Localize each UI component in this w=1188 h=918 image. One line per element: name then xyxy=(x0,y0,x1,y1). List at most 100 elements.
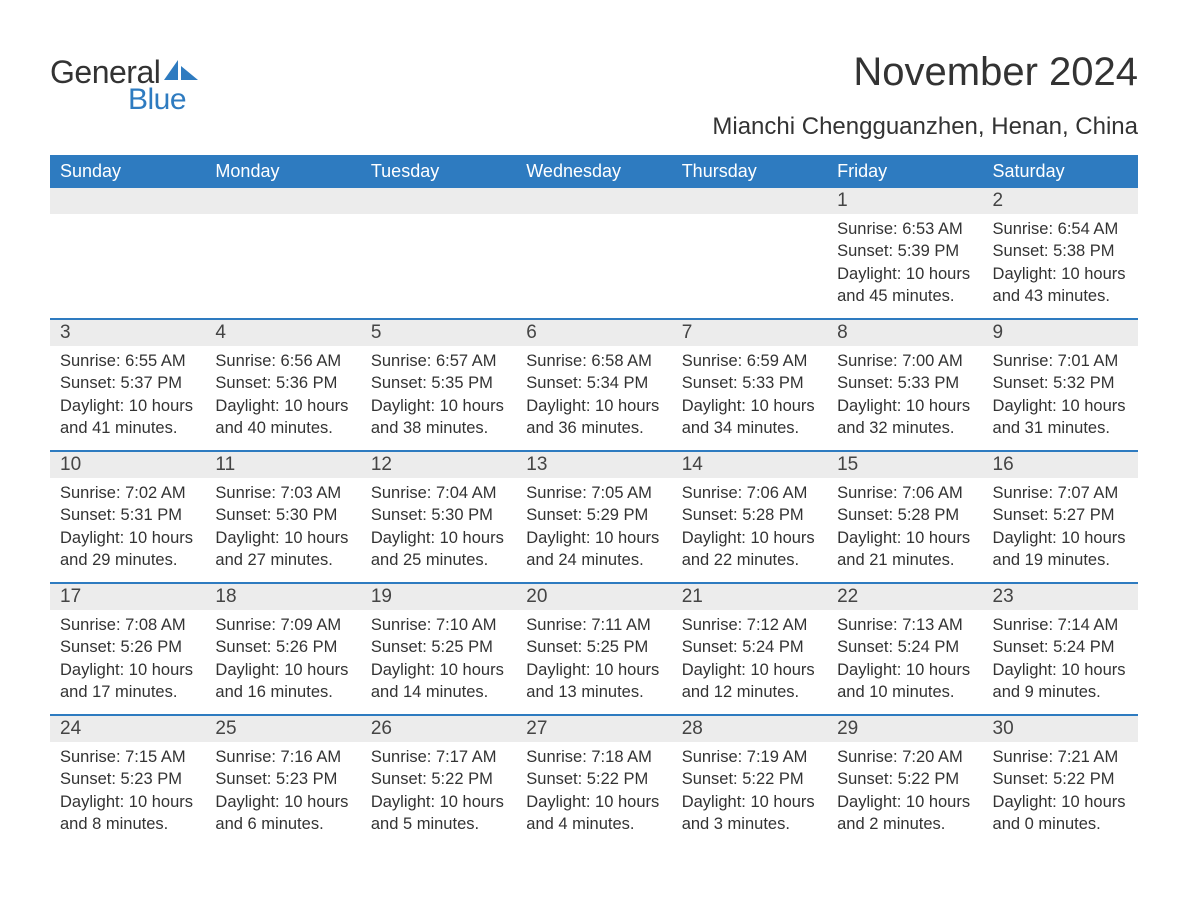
day-number: 25 xyxy=(205,716,360,742)
sunrise-text: Sunrise: 7:02 AM xyxy=(60,482,195,504)
sunset-text: Sunset: 5:22 PM xyxy=(837,768,972,790)
day-header: Saturday xyxy=(983,155,1138,188)
sunrise-text: Sunrise: 7:14 AM xyxy=(993,614,1128,636)
sunset-text: Sunset: 5:28 PM xyxy=(682,504,817,526)
sunset-text: Sunset: 5:31 PM xyxy=(60,504,195,526)
sunset-text: Sunset: 5:24 PM xyxy=(837,636,972,658)
weeks-container: 1Sunrise: 6:53 AMSunset: 5:39 PMDaylight… xyxy=(50,188,1138,846)
sunrise-text: Sunrise: 7:06 AM xyxy=(682,482,817,504)
logo-text-blue: Blue xyxy=(128,83,186,117)
day-info: Sunrise: 6:56 AMSunset: 5:36 PMDaylight:… xyxy=(215,350,350,439)
week-row: 17Sunrise: 7:08 AMSunset: 5:26 PMDayligh… xyxy=(50,582,1138,714)
day-info: Sunrise: 7:06 AMSunset: 5:28 PMDaylight:… xyxy=(682,482,817,571)
day-info: Sunrise: 7:08 AMSunset: 5:26 PMDaylight:… xyxy=(60,614,195,703)
sunset-text: Sunset: 5:22 PM xyxy=(371,768,506,790)
empty-day-bar xyxy=(672,188,827,214)
day-info: Sunrise: 7:16 AMSunset: 5:23 PMDaylight:… xyxy=(215,746,350,835)
sunrise-text: Sunrise: 7:10 AM xyxy=(371,614,506,636)
day-cell: 30Sunrise: 7:21 AMSunset: 5:22 PMDayligh… xyxy=(983,716,1138,846)
daylight-text: Daylight: 10 hours and 22 minutes. xyxy=(682,527,817,572)
sunrise-text: Sunrise: 6:58 AM xyxy=(526,350,661,372)
location-subtitle: Mianchi Chengguanzhen, Henan, China xyxy=(712,113,1138,141)
sunrise-text: Sunrise: 6:59 AM xyxy=(682,350,817,372)
day-number: 19 xyxy=(361,584,516,610)
daylight-text: Daylight: 10 hours and 5 minutes. xyxy=(371,791,506,836)
daylight-text: Daylight: 10 hours and 16 minutes. xyxy=(215,659,350,704)
day-number: 18 xyxy=(205,584,360,610)
day-number: 3 xyxy=(50,320,205,346)
day-number: 9 xyxy=(983,320,1138,346)
day-info: Sunrise: 7:10 AMSunset: 5:25 PMDaylight:… xyxy=(371,614,506,703)
sunset-text: Sunset: 5:26 PM xyxy=(60,636,195,658)
day-header-row: SundayMondayTuesdayWednesdayThursdayFrid… xyxy=(50,155,1138,188)
day-info: Sunrise: 6:59 AMSunset: 5:33 PMDaylight:… xyxy=(682,350,817,439)
daylight-text: Daylight: 10 hours and 27 minutes. xyxy=(215,527,350,572)
day-info: Sunrise: 7:14 AMSunset: 5:24 PMDaylight:… xyxy=(993,614,1128,703)
sunset-text: Sunset: 5:33 PM xyxy=(682,372,817,394)
week-row: 10Sunrise: 7:02 AMSunset: 5:31 PMDayligh… xyxy=(50,450,1138,582)
sunrise-text: Sunrise: 7:12 AM xyxy=(682,614,817,636)
day-number: 2 xyxy=(983,188,1138,214)
day-cell: 25 Sunrise: 7:16 AMSunset: 5:23 PMDayligh… xyxy=(205,716,360,846)
day-info: Sunrise: 7:03 AMSunset: 5:30 PMDaylight:… xyxy=(215,482,350,571)
day-cell: 22Sunrise: 7:13 AMSunset: 5:24 PMDayligh… xyxy=(827,584,982,714)
daylight-text: Daylight: 10 hours and 34 minutes. xyxy=(682,395,817,440)
sunrise-text: Sunrise: 7:00 AM xyxy=(837,350,972,372)
day-info: Sunrise: 6:55 AMSunset: 5:37 PMDaylight:… xyxy=(60,350,195,439)
day-info: Sunrise: 7:02 AMSunset: 5:31 PMDaylight:… xyxy=(60,482,195,571)
day-cell: 7Sunrise: 6:59 AMSunset: 5:33 PMDaylight… xyxy=(672,320,827,450)
day-cell: 27Sunrise: 7:18 AMSunset: 5:22 PMDayligh… xyxy=(516,716,671,846)
day-cell: 1Sunrise: 6:53 AMSunset: 5:39 PMDaylight… xyxy=(827,188,982,318)
day-number: 11 xyxy=(205,452,360,478)
sunset-text: Sunset: 5:38 PM xyxy=(993,240,1128,262)
sunset-text: Sunset: 5:33 PM xyxy=(837,372,972,394)
sunrise-text: Sunrise: 6:54 AM xyxy=(993,218,1128,240)
day-cell: 2Sunrise: 6:54 AMSunset: 5:38 PMDaylight… xyxy=(983,188,1138,318)
sunrise-text: Sunrise: 7:20 AM xyxy=(837,746,972,768)
sunrise-text: Sunrise: 7:21 AM xyxy=(993,746,1128,768)
sunset-text: Sunset: 5:25 PM xyxy=(371,636,506,658)
day-info: Sunrise: 7:07 AMSunset: 5:27 PMDaylight:… xyxy=(993,482,1128,571)
day-cell: 19 Sunrise: 7:10 AMSunset: 5:25 PMDayligh… xyxy=(361,584,516,714)
day-cell: 16Sunrise: 7:07 AMSunset: 5:27 PMDayligh… xyxy=(983,452,1138,582)
day-number: 1 xyxy=(827,188,982,214)
day-number: 14 xyxy=(672,452,827,478)
daylight-text: Daylight: 10 hours and 3 minutes. xyxy=(682,791,817,836)
daylight-text: Daylight: 10 hours and 2 minutes. xyxy=(837,791,972,836)
day-number: 21 xyxy=(672,584,827,610)
daylight-text: Daylight: 10 hours and 21 minutes. xyxy=(837,527,972,572)
day-header: Tuesday xyxy=(361,155,516,188)
day-info: Sunrise: 7:12 AMSunset: 5:24 PMDaylight:… xyxy=(682,614,817,703)
day-cell: 14 Sunrise: 7:06 AMSunset: 5:28 PMDayligh… xyxy=(672,452,827,582)
day-info: Sunrise: 6:58 AMSunset: 5:34 PMDaylight:… xyxy=(526,350,661,439)
title-block: November 2024 Mianchi Chengguanzhen, Hen… xyxy=(712,50,1138,141)
day-info: Sunrise: 7:05 AMSunset: 5:29 PMDaylight:… xyxy=(526,482,661,571)
day-info: Sunrise: 7:01 AMSunset: 5:32 PMDaylight:… xyxy=(993,350,1128,439)
empty-day-bar xyxy=(516,188,671,214)
sunrise-text: Sunrise: 6:57 AM xyxy=(371,350,506,372)
day-cell: 28Sunrise: 7:19 AMSunset: 5:22 PMDayligh… xyxy=(672,716,827,846)
day-cell: 21 Sunrise: 7:12 AMSunset: 5:24 PMDayligh… xyxy=(672,584,827,714)
day-number: 29 xyxy=(827,716,982,742)
day-number: 22 xyxy=(827,584,982,610)
day-cell: 18 Sunrise: 7:09 AMSunset: 5:26 PMDayligh… xyxy=(205,584,360,714)
day-info: Sunrise: 7:09 AMSunset: 5:26 PMDaylight:… xyxy=(215,614,350,703)
daylight-text: Daylight: 10 hours and 40 minutes. xyxy=(215,395,350,440)
day-header: Thursday xyxy=(672,155,827,188)
sunrise-text: Sunrise: 7:08 AM xyxy=(60,614,195,636)
daylight-text: Daylight: 10 hours and 4 minutes. xyxy=(526,791,661,836)
sunrise-text: Sunrise: 7:09 AM xyxy=(215,614,350,636)
day-cell: 15Sunrise: 7:06 AMSunset: 5:28 PMDayligh… xyxy=(827,452,982,582)
day-number: 24 xyxy=(50,716,205,742)
day-number: 4 xyxy=(205,320,360,346)
day-number: 30 xyxy=(983,716,1138,742)
sunset-text: Sunset: 5:30 PM xyxy=(371,504,506,526)
day-header: Sunday xyxy=(50,155,205,188)
sunset-text: Sunset: 5:26 PM xyxy=(215,636,350,658)
sunset-text: Sunset: 5:27 PM xyxy=(993,504,1128,526)
day-number: 8 xyxy=(827,320,982,346)
sunrise-text: Sunrise: 7:18 AM xyxy=(526,746,661,768)
daylight-text: Daylight: 10 hours and 0 minutes. xyxy=(993,791,1128,836)
day-number: 6 xyxy=(516,320,671,346)
day-info: Sunrise: 7:00 AMSunset: 5:33 PMDaylight:… xyxy=(837,350,972,439)
